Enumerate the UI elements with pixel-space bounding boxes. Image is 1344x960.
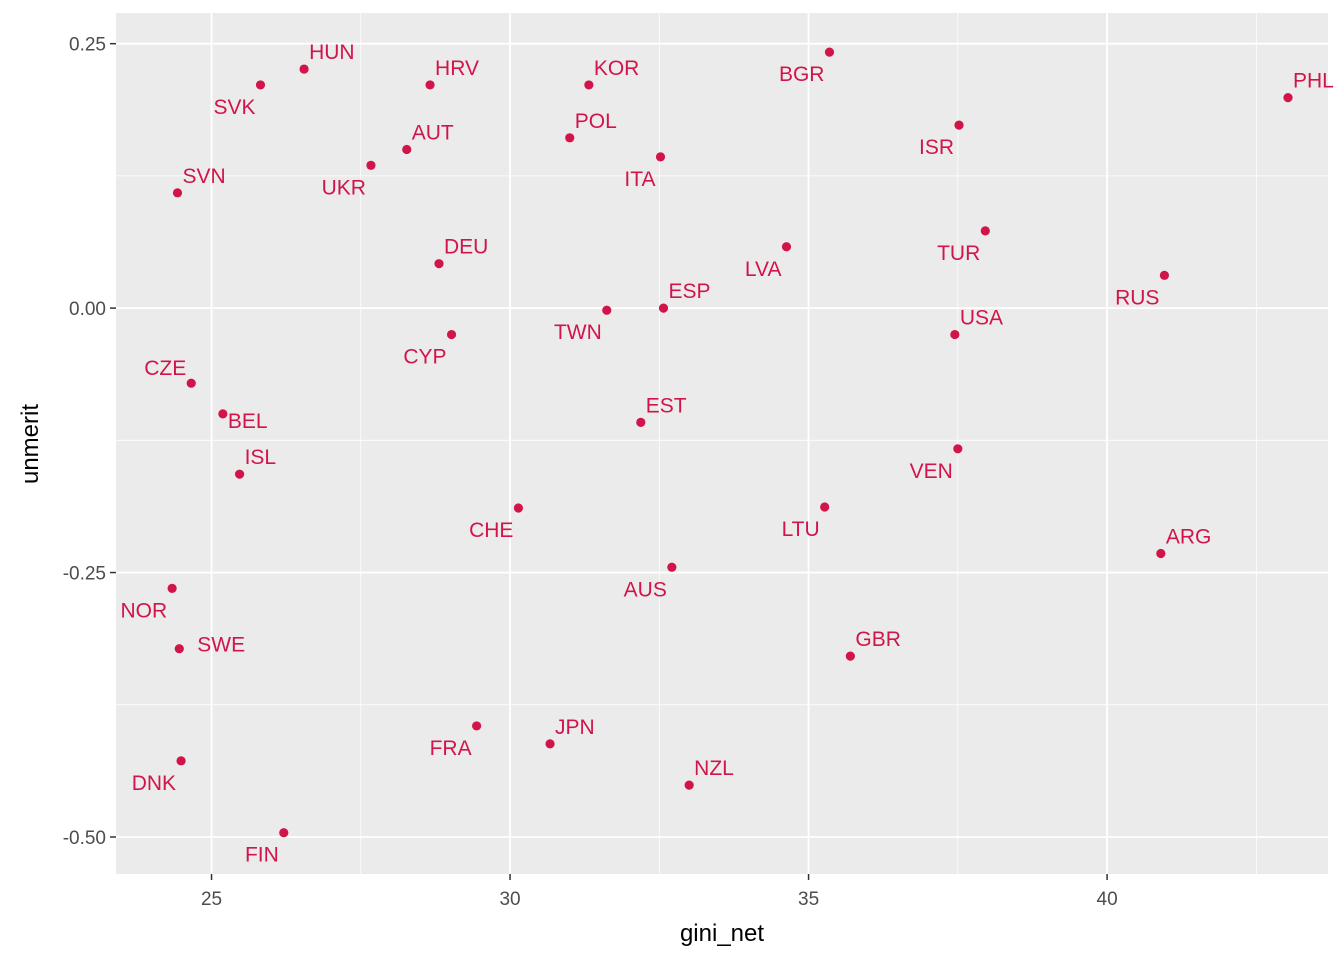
data-point (176, 756, 186, 766)
point-label: CHE (469, 519, 513, 542)
point-label: ESP (668, 280, 710, 303)
data-point (1159, 270, 1170, 280)
x-tick-label: 25 (201, 889, 222, 910)
data-point (636, 417, 646, 427)
data-point (845, 651, 855, 661)
point-label: KOR (594, 57, 640, 80)
point-label: CZE (144, 357, 186, 380)
point-label: ITA (624, 168, 655, 191)
point-label: AUS (624, 578, 667, 601)
data-point (446, 329, 457, 340)
point-label: DNK (132, 772, 176, 795)
data-point (425, 80, 435, 90)
point-label: AUT (412, 121, 454, 144)
data-point (218, 409, 228, 419)
point-label: TUR (937, 242, 980, 265)
point-label: SVK (213, 96, 255, 119)
point-label: ARG (1166, 526, 1212, 549)
y-axis-ticks: -0.50 -0.25 0.00 0.25 (63, 35, 116, 849)
x-tick-label: 35 (798, 889, 819, 910)
y-tick-label: 0.25 (69, 35, 106, 56)
point-label: BGR (779, 63, 825, 86)
data-point (172, 188, 183, 198)
data-points (167, 47, 1293, 838)
point-label: ISL (245, 446, 277, 469)
point-label: LTU (782, 518, 820, 541)
point-label: FIN (245, 844, 279, 867)
point-label: VEN (910, 460, 953, 483)
point-label: POL (575, 110, 617, 133)
data-point (1283, 93, 1293, 103)
data-point (824, 47, 835, 57)
x-axis-ticks: 25 30 35 40 (201, 874, 1118, 910)
data-point (950, 329, 960, 340)
data-point (820, 502, 830, 512)
point-label: ISR (919, 136, 954, 159)
data-point (174, 644, 184, 654)
data-point (234, 469, 245, 479)
point-label: FRA (430, 737, 472, 760)
point-label: LVA (745, 258, 782, 281)
point-label: NOR (120, 599, 167, 622)
data-point (545, 739, 555, 749)
grid-major-lines (116, 13, 1328, 874)
point-label: DEU (444, 236, 488, 259)
data-point (954, 120, 964, 130)
point-label: GBR (855, 628, 901, 651)
point-label: NZL (694, 757, 734, 780)
data-point (953, 444, 963, 454)
data-point (565, 133, 575, 143)
data-point (684, 780, 694, 790)
data-point (472, 721, 482, 731)
x-axis-title: gini_net (680, 920, 764, 947)
data-point (655, 152, 666, 162)
point-label: USA (960, 307, 1003, 330)
x-tick-label: 30 (499, 889, 520, 910)
x-tick-label: 40 (1097, 889, 1118, 910)
data-point (980, 226, 990, 236)
data-point (602, 305, 612, 315)
data-point (658, 303, 669, 313)
data-point (1156, 548, 1166, 559)
data-point (402, 144, 412, 155)
point-label: JPN (555, 716, 595, 739)
point-label: RUS (1115, 286, 1159, 309)
plot-panel (116, 13, 1328, 874)
point-label: SWE (197, 634, 245, 657)
data-point (186, 378, 196, 388)
point-label: CYP (403, 346, 446, 369)
data-point (434, 259, 444, 269)
y-tick-label: 0.00 (69, 299, 106, 320)
point-label: SVN (182, 165, 225, 188)
data-point (366, 160, 376, 170)
data-point (279, 828, 289, 838)
y-axis-title: unmerit (17, 404, 44, 484)
point-label: TWN (554, 321, 602, 344)
point-label: BEL (228, 410, 268, 433)
data-point (255, 80, 266, 90)
point-label: EST (646, 394, 687, 417)
data-point (167, 583, 177, 594)
y-tick-label: -0.50 (63, 828, 106, 849)
point-labels: HUN SVK HRV KOR BGR PHL AUT POL ISR UKR ITA SVN DEU L… (120, 41, 1333, 867)
data-point (513, 503, 524, 513)
point-label: HRV (435, 57, 479, 80)
data-point (584, 80, 594, 90)
point-label: PHL (1293, 70, 1334, 93)
point-label: UKR (322, 176, 366, 199)
y-tick-label: -0.25 (63, 564, 106, 585)
data-point (667, 562, 677, 572)
data-point (781, 242, 792, 252)
point-label: HUN (309, 41, 355, 64)
data-point (299, 64, 309, 74)
